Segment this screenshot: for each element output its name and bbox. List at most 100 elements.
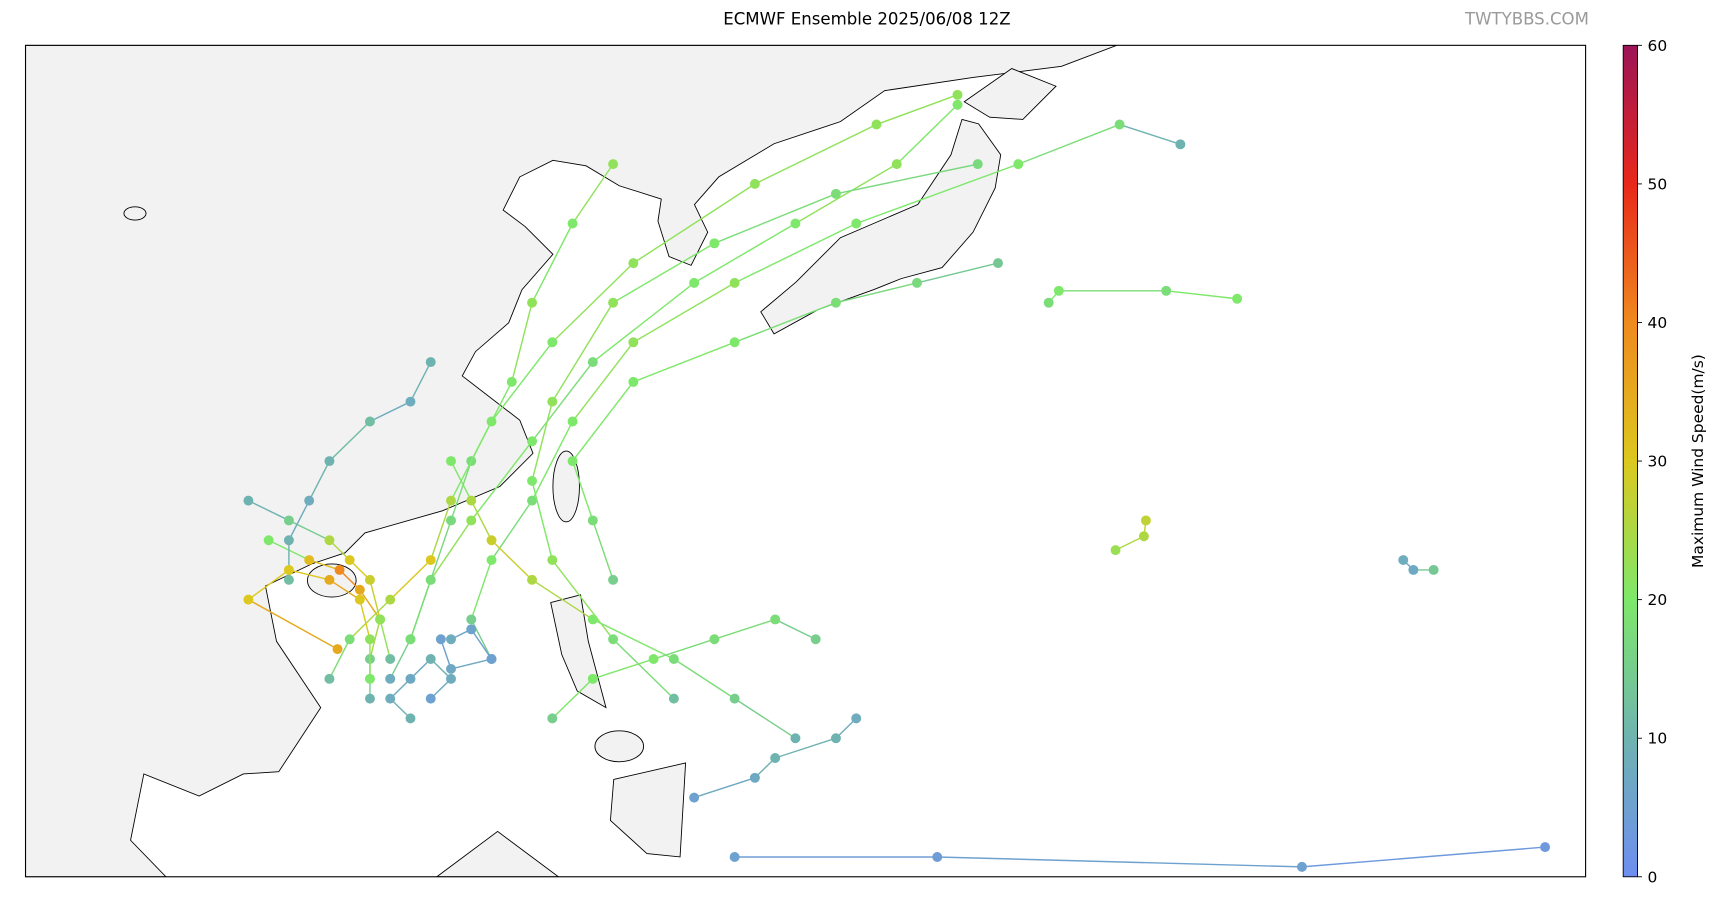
track-point	[304, 495, 315, 506]
track-point	[547, 713, 558, 724]
tracks	[243, 89, 1551, 872]
track-segment	[450, 421, 493, 501]
track-point	[932, 852, 943, 862]
track-segment	[734, 302, 837, 343]
track-point	[334, 564, 345, 575]
track-point	[851, 713, 862, 724]
track-point	[1398, 555, 1409, 566]
track-point	[689, 792, 700, 803]
track-segment	[531, 401, 553, 482]
track-point	[993, 258, 1004, 269]
colorbar-tick-label: 0	[1648, 868, 1658, 886]
track-segment	[531, 579, 594, 621]
track-point	[608, 634, 619, 645]
track-point	[587, 614, 598, 625]
track-point	[354, 594, 365, 605]
track-segment	[551, 678, 594, 719]
track-point	[790, 733, 801, 744]
land	[25, 45, 1117, 877]
track-segment	[379, 619, 391, 660]
track-segment	[632, 282, 736, 343]
track-segment	[896, 104, 959, 165]
track-segment	[653, 638, 715, 660]
track-segment	[531, 421, 574, 501]
track-point	[830, 188, 841, 199]
track-point	[952, 89, 963, 100]
track-point	[527, 297, 538, 308]
track-segment	[470, 559, 493, 620]
track-point	[1408, 564, 1419, 575]
colorbar-tick-label: 60	[1648, 37, 1668, 55]
track-point	[486, 416, 497, 427]
track-point	[628, 376, 639, 387]
track-segment	[774, 618, 817, 640]
track-point	[364, 574, 375, 585]
track-point	[912, 277, 922, 288]
track-point	[446, 515, 456, 526]
colorbar-tick-label: 10	[1648, 730, 1668, 748]
track-point	[810, 634, 821, 645]
track-segment	[734, 222, 857, 284]
track-point	[547, 396, 558, 407]
track-point	[628, 337, 639, 348]
track-segment	[633, 341, 735, 383]
track-segment	[571, 163, 614, 224]
track-segment	[511, 302, 533, 383]
track-point	[446, 634, 456, 645]
track	[435, 624, 497, 674]
colorbar	[1622, 44, 1639, 878]
track-segment	[531, 480, 553, 561]
track	[527, 159, 983, 704]
track	[385, 654, 456, 724]
track-point	[405, 713, 416, 724]
track-point	[446, 673, 456, 684]
track-segment	[754, 123, 877, 185]
track-segment	[612, 638, 675, 700]
track-segment	[551, 559, 614, 640]
track-segment	[369, 619, 381, 660]
track-segment	[247, 569, 290, 601]
track-point	[283, 564, 294, 575]
track-point	[871, 119, 882, 130]
track-segment	[490, 341, 553, 422]
track	[1398, 555, 1439, 575]
track-segment	[734, 698, 796, 739]
track	[324, 89, 963, 684]
track-point	[567, 456, 578, 467]
track-segment	[450, 658, 492, 670]
track-segment	[673, 658, 736, 700]
track-point	[466, 515, 477, 526]
track-point	[587, 515, 598, 526]
track-point	[243, 495, 254, 506]
track-point	[405, 634, 416, 645]
land	[760, 118, 1002, 335]
track-segment	[288, 519, 330, 541]
track-point	[385, 673, 396, 684]
track-point	[425, 574, 436, 585]
track-point	[689, 277, 700, 288]
track	[567, 258, 1004, 585]
colorbar-tick-label: 20	[1648, 591, 1668, 609]
chart-title: ECMWF Ensemble 2025/06/08 12Z	[723, 9, 1010, 28]
track-segment	[612, 242, 715, 304]
track-segment	[632, 183, 756, 264]
track-segment	[349, 599, 391, 640]
track-segment	[571, 460, 594, 521]
track-point	[527, 475, 538, 486]
colorbar-label: Maximum Wind Speed(m/s)	[1689, 354, 1707, 568]
map-frame	[24, 44, 1587, 878]
track-point	[668, 693, 679, 704]
track-segment	[855, 163, 1019, 225]
track-segment	[490, 500, 533, 561]
track	[283, 357, 436, 585]
track-point	[466, 495, 477, 506]
track-point	[425, 555, 436, 566]
track-segment	[328, 420, 371, 462]
track-segment	[835, 163, 978, 195]
track-point	[547, 555, 558, 566]
track	[446, 456, 801, 744]
track-point	[324, 456, 335, 467]
track-point	[830, 297, 841, 308]
track-point	[425, 693, 436, 704]
